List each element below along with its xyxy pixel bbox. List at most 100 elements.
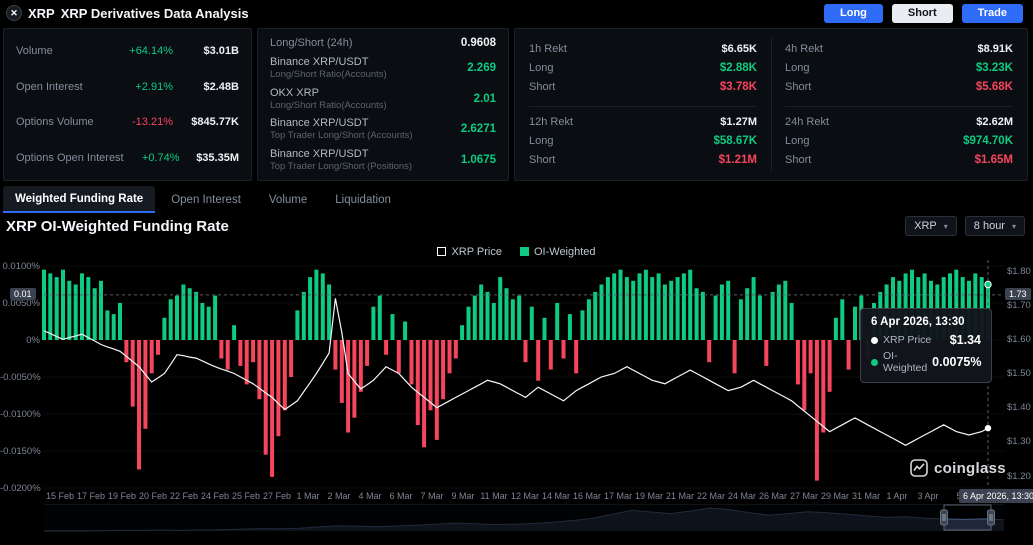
funding-bar [624, 277, 629, 340]
funding-bar [105, 310, 110, 340]
funding-bar [643, 269, 648, 340]
rekt-long-label: Long [529, 134, 554, 147]
funding-bar [903, 273, 908, 340]
price-line [43, 298, 989, 446]
funding-bar [263, 340, 268, 455]
rekt-short-row: Short $5.68K [785, 77, 1013, 96]
legend-item-xrp-price[interactable]: XRP Price [437, 245, 502, 258]
funding-bar [846, 340, 851, 370]
funding-bar [580, 310, 585, 340]
right-axis-tick: $1.20 [1007, 471, 1031, 482]
funding-rate-chart[interactable]: 0.0100% 0.0050% 0% -0.0050% -0.0100% -0.0150%… [0, 258, 1033, 504]
funding-bar [840, 299, 845, 340]
legend-label: OI-Weighted [533, 245, 596, 258]
rekt-column-right: 4h Rekt $8.91K Long $3.23K Short $5.68K 24h Re… [785, 34, 1013, 175]
tab-liquidation[interactable]: Liquidation [323, 186, 403, 213]
rekt-long-row: Long $3.23K [785, 58, 1013, 77]
ratio-value: 1.0675 [460, 154, 496, 166]
legend-item-oi-weighted[interactable]: OI-Weighted [519, 245, 596, 258]
funding-bar [377, 295, 382, 340]
short-button[interactable]: Short [891, 3, 953, 23]
funding-bar [339, 340, 344, 403]
funding-bar [637, 273, 642, 340]
coinglass-chart-icon [910, 459, 928, 477]
stats-row: Volume +64.14% $3.01B Open Interest +2.91% $2… [3, 28, 1028, 181]
rekt-short-value: $1.65M [974, 153, 1013, 166]
navigator-left-handle[interactable] [940, 509, 948, 526]
funding-bar [54, 277, 59, 340]
ratio-label-main: Binance XRP/USDT [270, 55, 369, 68]
right-axis-tick: $1.80 [1007, 266, 1031, 277]
funding-bar [130, 340, 135, 407]
x-axis-tick: 21 Mar [665, 491, 695, 501]
chevron-down-icon: ▾ [1011, 221, 1016, 231]
left-axis-tick: -0.0050% [0, 372, 41, 383]
funding-bar [802, 340, 807, 411]
tab-open-interest[interactable]: Open Interest [159, 186, 253, 213]
left-axis-tick: 0% [26, 335, 40, 346]
rekt-column-left: 1h Rekt $6.65K Long $2.88K Short $3.78K 12h Re… [529, 34, 757, 175]
x-axis-tick: 27 Feb [262, 491, 292, 501]
rekt-total-value: $6.65K [721, 42, 757, 55]
funding-bar [415, 340, 420, 426]
rekt-short-row: Short $1.65M [785, 150, 1013, 169]
right-axis-tick: $1.50 [1007, 368, 1031, 379]
x-axis-tick: 17 Feb [76, 491, 106, 501]
ratio-label-main: Binance XRP/USDT [270, 117, 369, 130]
stat-value: $2.48B [203, 80, 239, 93]
rekt-block-1h-rekt: 1h Rekt $6.65K Long $2.88K Short $3.78K [529, 34, 757, 102]
tab-weighted-funding-rate[interactable]: Weighted Funding Rate [3, 186, 156, 213]
funding-bar [795, 340, 800, 385]
navigator-canvas[interactable] [0, 504, 1033, 534]
rekt-short-label: Short [785, 80, 812, 93]
funding-bar [827, 340, 832, 392]
rekt-long-value: $58.67K [713, 134, 757, 147]
stat-change: +2.91% [135, 80, 173, 93]
funding-bar [910, 269, 914, 340]
funding-bar [384, 340, 389, 355]
xrp-logo-icon: ✕ [6, 5, 22, 21]
navigator-right-handle[interactable] [987, 509, 995, 526]
rekt-short-row: Short $3.78K [529, 77, 757, 96]
long-button[interactable]: Long [824, 3, 883, 23]
funding-bar [700, 291, 705, 340]
x-axis-tick: 31 Mar [851, 491, 881, 501]
x-axis-tick: 11 Mar [480, 491, 508, 501]
stat-label: Open Interest [16, 80, 83, 93]
left-axis-tick: 0.0100% [2, 261, 40, 272]
funding-bar [542, 317, 547, 340]
rekt-long-value: $974.70K [963, 134, 1013, 147]
funding-bar [99, 280, 103, 340]
funding-bar [42, 269, 46, 340]
funding-bar [973, 273, 978, 340]
ratio-row-binance-xrp-usdt-top-trader-long-short-accounts: Binance XRP/USDT Top Trader Long/Short (A… [270, 117, 496, 141]
funding-bar [491, 303, 496, 340]
funding-bar [789, 303, 794, 340]
ratio-label: OKX XRP Long/Short Ratio(Accounts) [270, 87, 387, 111]
funding-bar [428, 340, 433, 411]
funding-bar [365, 340, 370, 366]
title-text: XRP Derivatives Data Analysis [60, 5, 249, 21]
legend-marker-icon [519, 247, 529, 256]
trade-button[interactable]: Trade [961, 3, 1023, 23]
stat-value: $3.01B [203, 45, 239, 57]
longshort-ratio-panel: Long/Short (24h) 0.9608 Binance XRP/USDT Lo… [257, 28, 509, 181]
tooltip-series-name: OI-Weighted [883, 350, 928, 374]
funding-bar [86, 277, 91, 340]
funding-bar [447, 340, 452, 374]
tab-volume[interactable]: Volume [257, 186, 319, 213]
funding-bar [466, 306, 471, 340]
stat-label: Options Open Interest [16, 151, 124, 164]
funding-bar [833, 317, 838, 340]
funding-bar [111, 314, 116, 340]
symbol-select[interactable]: XRP ▾ [905, 216, 957, 236]
chart-canvas[interactable] [0, 258, 1033, 504]
funding-bar [523, 340, 528, 363]
x-axis-tick: 19 Feb [107, 491, 137, 501]
funding-bar [738, 299, 743, 340]
funding-bar [327, 284, 332, 340]
funding-bar [320, 273, 325, 340]
ratio-label: Binance XRP/USDT Top Trader Long/Short (A… [270, 117, 413, 141]
chart-navigator[interactable] [0, 504, 1033, 534]
interval-select[interactable]: 8 hour ▾ [964, 216, 1025, 236]
